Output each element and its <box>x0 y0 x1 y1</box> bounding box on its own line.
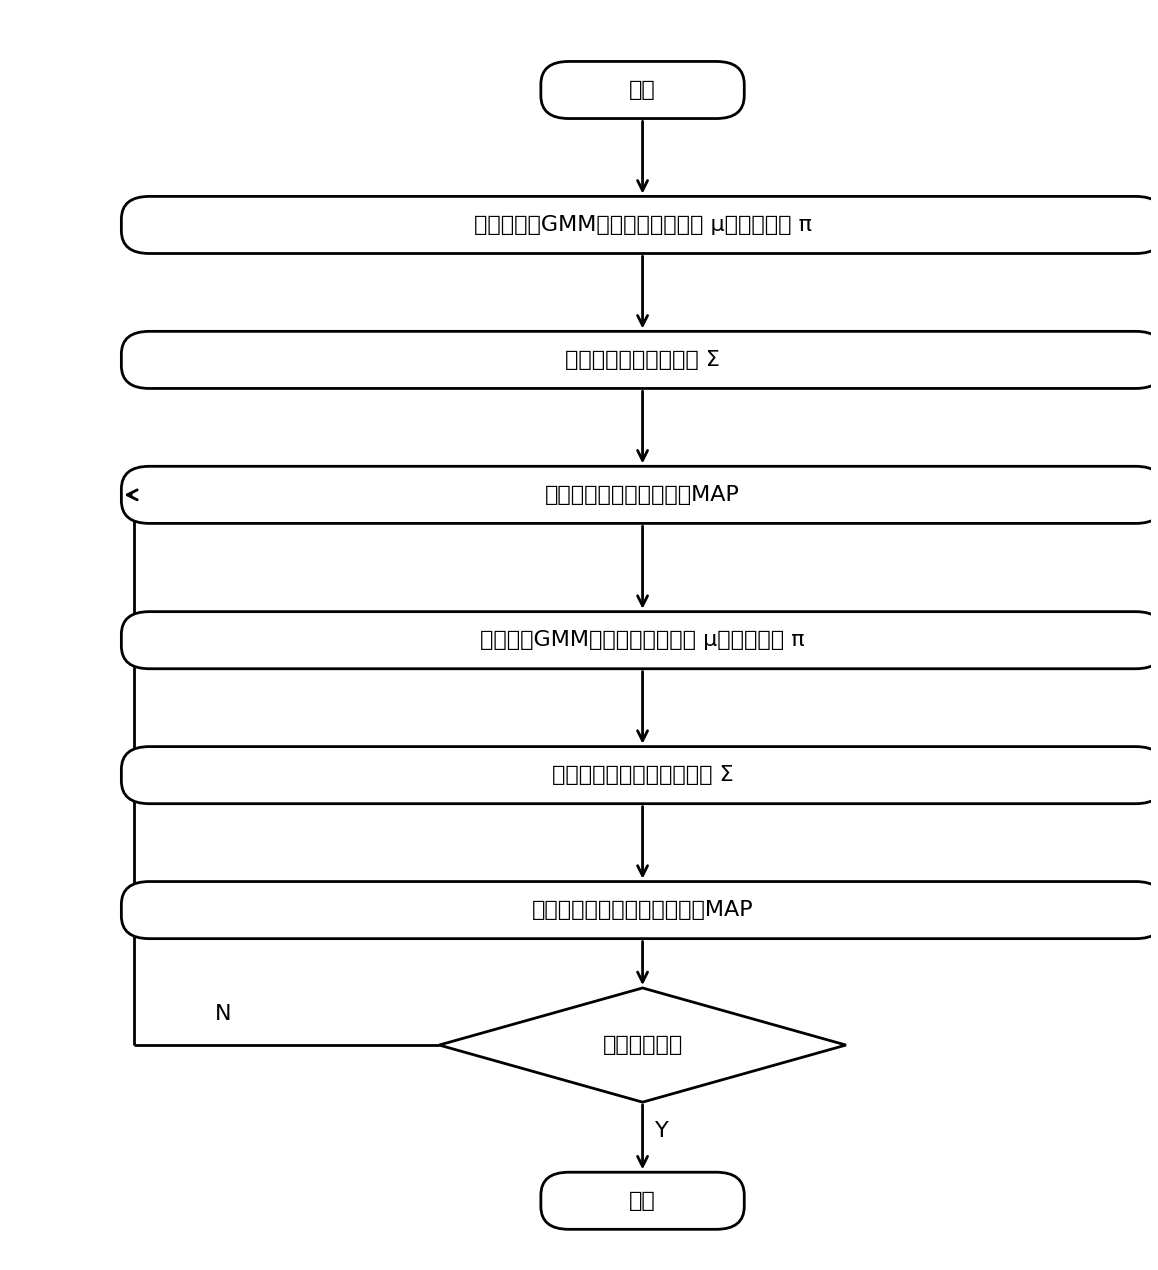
Polygon shape <box>439 988 846 1102</box>
Text: 结束: 结束 <box>629 1191 655 1210</box>
FancyBboxPatch shape <box>541 1172 745 1229</box>
FancyBboxPatch shape <box>122 747 1158 804</box>
FancyBboxPatch shape <box>122 331 1158 389</box>
FancyBboxPatch shape <box>541 61 745 118</box>
Text: N: N <box>214 1005 232 1025</box>
Text: 计算每个模型的协方差 Σ: 计算每个模型的协方差 Σ <box>565 351 720 370</box>
Text: 重新计算每个模型的后验概率MAP: 重新计算每个模型的后验概率MAP <box>532 900 754 919</box>
FancyBboxPatch shape <box>122 881 1158 939</box>
FancyBboxPatch shape <box>122 612 1158 669</box>
Text: 初始化每个GMM混合模型聚类中心 μ，模型权重 π: 初始化每个GMM混合模型聚类中心 μ，模型权重 π <box>474 215 812 235</box>
Text: 开始: 开始 <box>629 80 655 100</box>
FancyBboxPatch shape <box>122 466 1158 523</box>
Text: 更新每个GMM混合模型聚类中心 μ，模型权重 π: 更新每个GMM混合模型聚类中心 μ，模型权重 π <box>481 630 805 650</box>
FancyBboxPatch shape <box>122 197 1158 254</box>
Text: 重新计算每个模型的协方差 Σ: 重新计算每个模型的协方差 Σ <box>551 765 733 785</box>
Text: Y: Y <box>654 1121 668 1140</box>
Text: 满足终止条件: 满足终止条件 <box>602 1035 683 1055</box>
Text: 计算每个模型的后验概率MAP: 计算每个模型的后验概率MAP <box>545 485 740 505</box>
